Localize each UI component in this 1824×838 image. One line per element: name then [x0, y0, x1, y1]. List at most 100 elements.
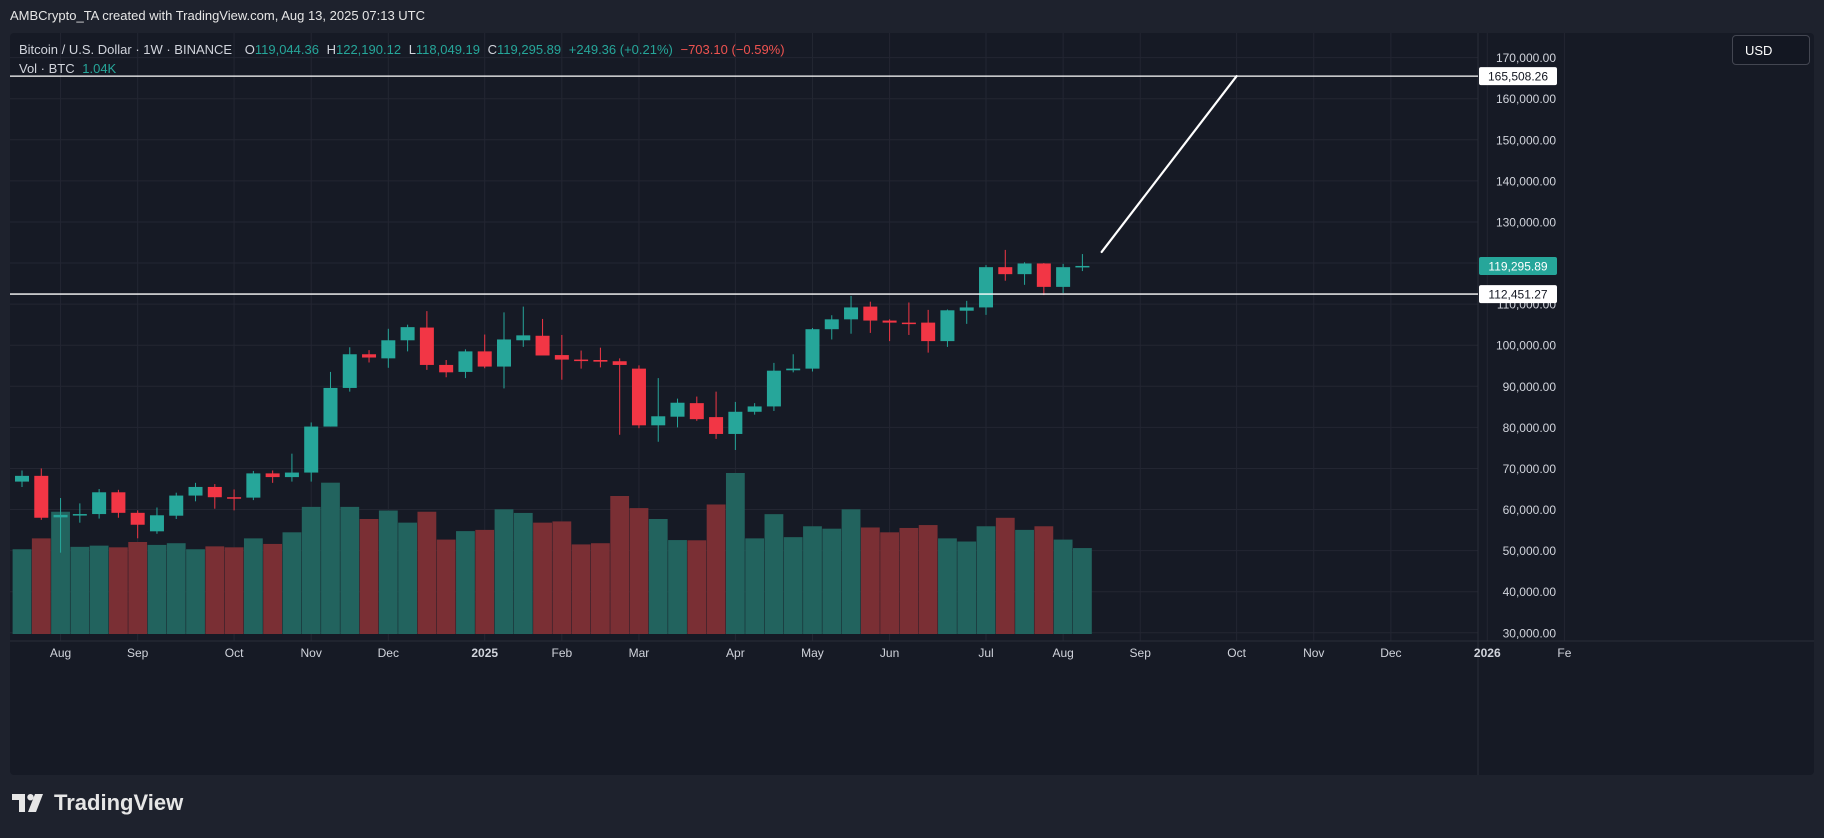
- candle-body: [1017, 263, 1032, 275]
- candle-body: [400, 327, 415, 341]
- tradingview-logo-text: TradingView: [54, 790, 184, 815]
- volume-bar: [398, 522, 417, 634]
- legend-low-label: L: [408, 42, 416, 57]
- volume-bar: [1034, 526, 1054, 634]
- volume-bar: [166, 543, 186, 634]
- price-axis: 30,000.00 40,000.00 50,000.00 60,000.00 70,0…: [1496, 51, 1556, 640]
- volume-bar: [456, 531, 475, 634]
- volume-bar: [1073, 548, 1092, 634]
- level-price-label: 112,451.27: [1488, 288, 1547, 302]
- legend-close-label: C: [487, 42, 498, 57]
- candle-body: [207, 486, 222, 498]
- legend-high-label: H: [326, 42, 336, 57]
- y-tick-label: 150,000.00: [1496, 133, 1556, 147]
- volume-bar: [186, 549, 205, 634]
- volume-bar: [706, 504, 726, 634]
- trend-line-group: [1100, 75, 1238, 254]
- price-chart[interactable]: 30,000.00 40,000.00 50,000.00 60,000.00 70,0…: [10, 33, 1814, 775]
- candle-body: [689, 403, 704, 420]
- x-tick-label: Fe: [1557, 646, 1571, 660]
- volume-bar: [860, 527, 880, 634]
- volume-bar: [687, 540, 707, 634]
- candle-body: [458, 351, 473, 372]
- candle-body: [72, 514, 87, 516]
- volume-bar: [938, 538, 957, 634]
- candle-body: [651, 416, 666, 426]
- volume-bar: [803, 526, 822, 634]
- candle-body: [342, 354, 357, 388]
- volume-bar: [436, 539, 456, 634]
- volume-bar: [668, 540, 687, 634]
- candle-body: [709, 417, 724, 434]
- x-tick-label: Oct: [1227, 646, 1246, 660]
- candle-body: [747, 406, 762, 412]
- volume-bar: [494, 509, 514, 634]
- price-labels: 165,508.26 112,451.27 119,295.89: [1479, 67, 1557, 304]
- legend-ohlc-row: Bitcoin / U.S. Dollar · 1W · BINANCE O 11…: [19, 40, 785, 59]
- tradingview-logo: TradingView: [12, 790, 183, 816]
- legend-change-secondary: −703.10 (−0.59%): [680, 42, 785, 57]
- candle-body: [901, 322, 916, 325]
- candle-body: [1075, 265, 1090, 268]
- legend-symbol: Bitcoin / U.S. Dollar · 1W · BINANCE: [19, 42, 233, 57]
- y-tick-label: 60,000.00: [1503, 503, 1557, 517]
- time-axis: Aug Sep Oct Nov Dec 2025 Feb Mar Apr May Jun Jul Aug…: [50, 646, 1572, 660]
- legend-volume-row: Vol · BTC 1.04K: [19, 59, 785, 78]
- candle-body: [535, 335, 550, 356]
- candle-body: [1056, 267, 1071, 287]
- x-tick-label: Sep: [127, 646, 149, 660]
- candle-body: [1036, 263, 1051, 287]
- volume-bar: [340, 506, 360, 634]
- volume-bar: [417, 511, 437, 634]
- candle-body: [554, 355, 569, 360]
- volume-bar: [918, 525, 938, 634]
- volume-bar: [128, 542, 148, 634]
- volume-bar: [822, 528, 842, 634]
- candle-body: [284, 472, 299, 478]
- x-tick-label: May: [801, 646, 824, 660]
- x-tick-label: Aug: [50, 646, 71, 660]
- volume-bar: [1053, 539, 1073, 634]
- volume-bar: [648, 519, 668, 634]
- candle-body: [188, 486, 203, 496]
- candle-body: [130, 512, 145, 525]
- volume-bar: [783, 537, 803, 634]
- x-tick-label: Apr: [726, 646, 745, 660]
- volume-bar: [995, 517, 1015, 634]
- volume-bar: [282, 532, 302, 634]
- volume-bar: [89, 545, 109, 634]
- legend-close-value: 119,295.89: [497, 42, 562, 57]
- volume-bar: [725, 473, 745, 634]
- volume-bar: [880, 532, 899, 634]
- legend-volume-label: Vol · BTC: [19, 61, 75, 76]
- volume-bar: [533, 522, 552, 634]
- chart-frame[interactable]: 30,000.00 40,000.00 50,000.00 60,000.00 70,0…: [10, 33, 1814, 775]
- x-tick-label: Feb: [551, 646, 572, 660]
- last-price-label: 119,295.89: [1488, 259, 1547, 273]
- volume-bar: [552, 521, 572, 634]
- volume-bar: [359, 519, 379, 634]
- volume-bar: [745, 538, 765, 634]
- candle-body: [15, 475, 29, 482]
- volume-bar: [475, 529, 495, 634]
- candle-body: [824, 319, 839, 330]
- y-tick-label: 90,000.00: [1503, 380, 1557, 394]
- currency-button[interactable]: USD: [1732, 35, 1810, 65]
- y-tick-label: 50,000.00: [1503, 544, 1557, 558]
- last-price-tag: [1479, 256, 1557, 275]
- legend-open-label: O: [244, 42, 255, 57]
- volume-bars: [12, 473, 1092, 634]
- y-tick-label: 80,000.00: [1503, 421, 1557, 435]
- volume-bar: [263, 543, 283, 634]
- candle-body: [979, 267, 993, 308]
- volume-bar: [109, 547, 128, 634]
- volume-bar: [51, 511, 70, 634]
- candle-body: [516, 335, 531, 341]
- candle-body: [805, 329, 820, 369]
- x-tick-label: Nov: [1303, 646, 1324, 660]
- y-tick-label: 30,000.00: [1503, 626, 1557, 640]
- candle-body: [169, 495, 184, 516]
- x-tick-label: Aug: [1052, 646, 1073, 660]
- candle-body: [921, 322, 936, 342]
- volume-bar: [301, 506, 321, 634]
